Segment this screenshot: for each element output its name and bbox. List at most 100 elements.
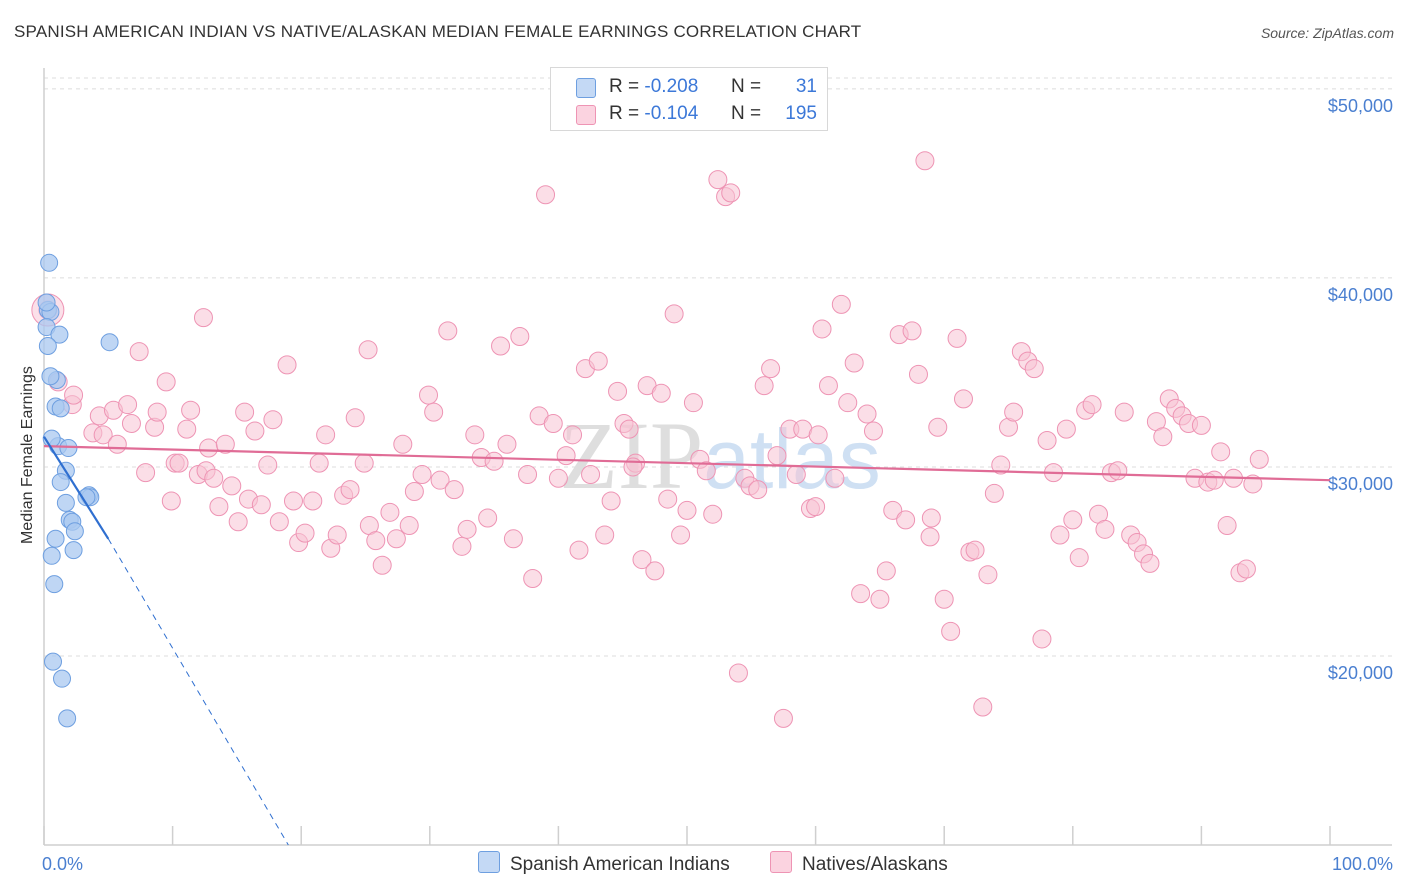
point-natives-alaskans [1108,461,1128,481]
gridlines [44,77,1392,657]
legend-item-spanish-american-indians[interactable]: Spanish American Indians [478,851,730,876]
natives-alaskans-points [31,151,1269,728]
point-spanish-american-indians [37,293,56,312]
point-natives-alaskans [1024,359,1044,379]
legend-r-label: R = -0.104 [609,103,699,124]
point-natives-alaskans [64,385,84,405]
legend-row-spanish-american-indians: R = -0.208 N = 31 [551,74,827,100]
point-natives-alaskans [921,508,941,528]
point-natives-alaskans [1032,629,1052,649]
point-natives-alaskans [896,510,916,530]
point-spanish-american-indians [42,546,61,565]
point-spanish-american-indians [44,652,63,671]
point-natives-alaskans [965,540,985,560]
point-natives-alaskans [978,565,998,585]
point-natives-alaskans [283,491,303,511]
trend-line-natives-alaskans [43,445,1331,482]
point-natives-alaskans [941,621,961,641]
point-natives-alaskans [399,516,419,536]
legend-item-natives-alaskans[interactable]: Natives/Alaskans [770,851,948,876]
point-natives-alaskans [419,385,439,405]
y-tick-label: $50,000 [1328,96,1393,116]
point-natives-alaskans [424,402,444,422]
point-natives-alaskans [953,389,973,409]
point-spanish-american-indians [51,473,70,492]
point-natives-alaskans [1056,419,1076,439]
point-natives-alaskans [1217,516,1237,536]
point-natives-alaskans [812,319,832,339]
point-natives-alaskans [1114,402,1134,422]
point-natives-alaskans [209,497,229,517]
point-natives-alaskans [452,536,472,556]
point-natives-alaskans [269,512,289,532]
point-natives-alaskans [303,491,323,511]
point-natives-alaskans [851,584,871,604]
point-natives-alaskans [651,383,671,403]
series-legend: Spanish American Indians Natives/Alaskan… [0,851,1406,877]
point-natives-alaskans [228,512,248,532]
point-natives-alaskans [215,434,235,454]
point-natives-alaskans [831,294,851,314]
point-natives-alaskans [316,425,336,445]
point-natives-alaskans [412,465,432,485]
trend-lines [43,436,1331,846]
axes: $20,000 $30,000 $40,000 $50,000 0.0% 100.0% [42,68,1393,874]
point-natives-alaskans [818,376,838,396]
chart-title: SPANISH AMERICAN INDIAN VS NATIVE/ALASKA… [14,22,862,41]
point-natives-alaskans [277,355,297,375]
point-natives-alaskans [543,413,563,433]
point-spanish-american-indians [53,669,72,688]
point-natives-alaskans [404,482,424,502]
point-natives-alaskans [786,465,806,485]
point-natives-alaskans [806,497,826,517]
point-natives-alaskans [518,465,538,485]
point-spanish-american-indians [58,709,77,728]
point-natives-alaskans [1153,427,1173,447]
point-natives-alaskans [222,476,242,496]
point-natives-alaskans [677,500,697,520]
point-natives-alaskans [177,419,197,439]
point-natives-alaskans [857,404,877,424]
point-natives-alaskans [372,555,392,575]
point-natives-alaskans [658,489,678,509]
point-natives-alaskans [708,170,728,190]
legend-swatch-blue [576,78,596,98]
legend-label: Natives/Alaskans [802,854,948,875]
point-natives-alaskans [1204,470,1224,490]
point-natives-alaskans [908,364,928,384]
point-natives-alaskans [444,480,464,500]
point-natives-alaskans [808,425,828,445]
point-natives-alaskans [457,519,477,539]
y-tick-label: $30,000 [1328,474,1393,494]
point-natives-alaskans [484,451,504,471]
point-natives-alaskans [748,480,768,500]
point-natives-alaskans [497,434,517,454]
point-natives-alaskans [340,480,360,500]
point-natives-alaskans [118,395,138,415]
x-tick-label-min: 0.0% [42,854,83,874]
legend-n-label: N = [731,76,762,97]
point-spanish-american-indians [64,541,83,560]
point-natives-alaskans [295,523,315,543]
point-natives-alaskans [199,438,219,458]
y-tick-label: $20,000 [1328,663,1393,683]
x-tick-label-max: 100.0% [1332,854,1393,874]
point-natives-alaskans [107,434,127,454]
point-natives-alaskans [393,434,413,454]
trend-line-extension [107,538,289,846]
point-natives-alaskans [608,381,628,401]
legend-r-label: R = -0.208 [609,76,699,97]
point-natives-alaskans [767,446,787,466]
point-natives-alaskans [883,500,903,520]
point-natives-alaskans [358,340,378,360]
point-natives-alaskans [147,402,167,422]
point-natives-alaskans [844,353,864,373]
point-natives-alaskans [181,400,201,420]
point-natives-alaskans [136,463,156,483]
point-natives-alaskans [309,453,329,473]
point-natives-alaskans [1069,548,1089,568]
point-natives-alaskans [245,421,265,441]
point-natives-alaskans [991,455,1011,475]
point-natives-alaskans [1140,553,1160,573]
point-natives-alaskans [536,185,556,205]
